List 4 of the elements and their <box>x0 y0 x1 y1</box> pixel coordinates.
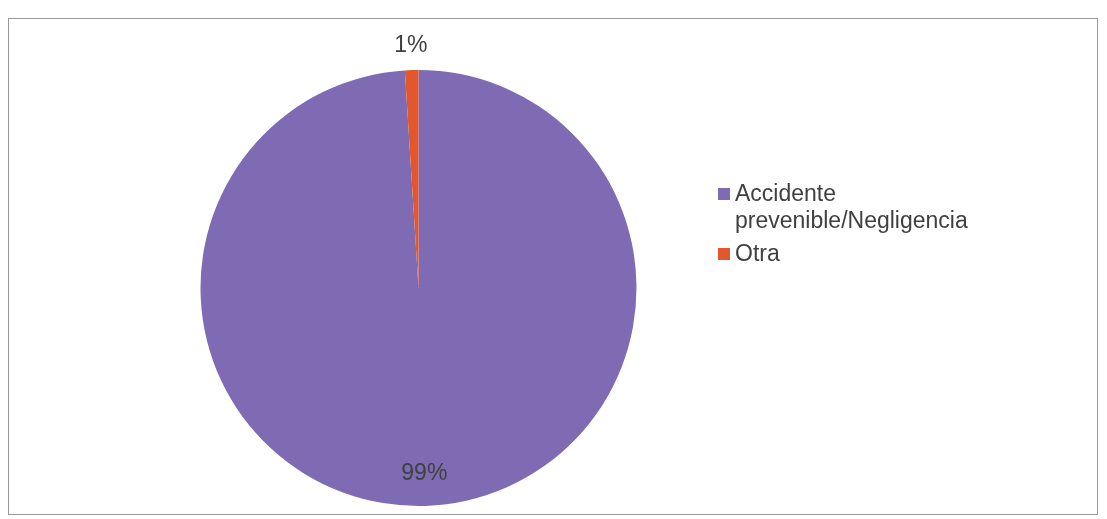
legend-label: Accidente prevenible/Negligencia <box>735 180 969 234</box>
data-label: 99% <box>401 458 448 485</box>
legend-label: Otra <box>735 240 780 267</box>
data-label: 1% <box>394 31 428 58</box>
